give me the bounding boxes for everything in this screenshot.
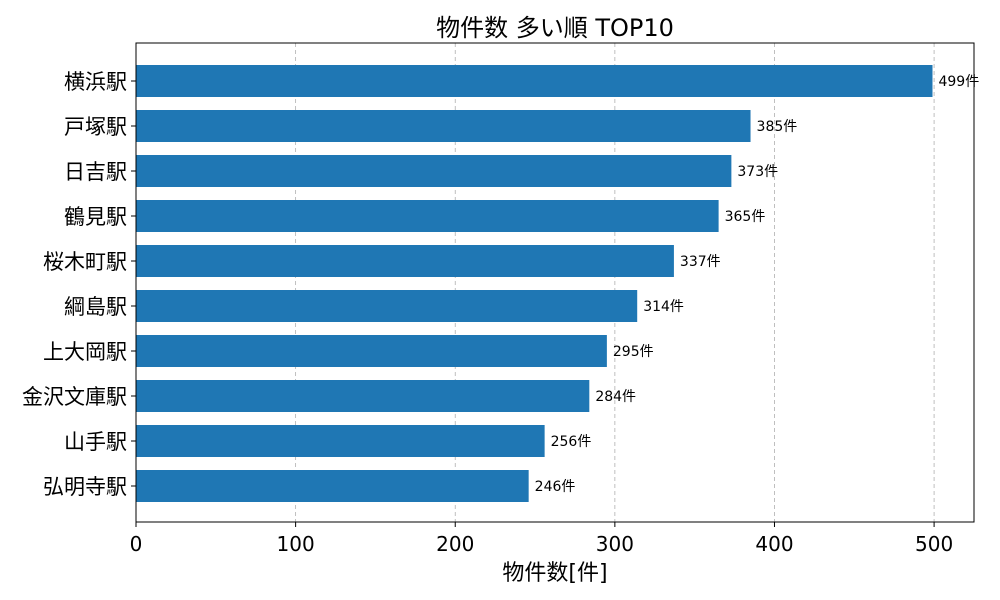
x-tick-label: 200: [436, 532, 474, 556]
x-axis-label: 物件数[件]: [502, 561, 608, 586]
y-tick-label: 日吉駅: [64, 160, 127, 184]
bar: [136, 380, 590, 412]
bar: [136, 110, 751, 142]
bar: [136, 470, 529, 502]
bar-value-label: 284件: [595, 389, 636, 405]
bar-value-label: 337件: [680, 254, 721, 270]
bar: [136, 65, 933, 97]
bars: [136, 65, 933, 502]
y-tick-label: 戸塚駅: [64, 115, 127, 139]
x-tick-labels: 0 100 200 300 400 500: [130, 522, 953, 556]
bar: [136, 200, 719, 232]
y-tick-label: 金沢文庫駅: [22, 385, 127, 409]
chart-title: 物件数 多い順 TOP10: [436, 14, 674, 42]
x-tick-label: 400: [755, 532, 793, 556]
plot-frame: [135, 42, 975, 523]
x-tick-label: 100: [277, 532, 315, 556]
x-tick-label: 300: [596, 532, 634, 556]
y-tick-label: 上大岡駅: [43, 340, 127, 364]
y-tick-label: 山手駅: [64, 430, 127, 454]
y-tick-label: 弘明寺駅: [43, 475, 127, 499]
bar-value-label: 256件: [551, 434, 592, 450]
bar-value-label: 499件: [938, 74, 979, 90]
x-tick-label: 0: [130, 532, 143, 556]
bar: [136, 335, 607, 367]
bar: [136, 425, 545, 457]
y-tick-label: 横浜駅: [64, 70, 127, 94]
y-tick-label: 綱島駅: [64, 295, 127, 319]
bar-value-label: 385件: [757, 119, 798, 135]
x-tick-label: 500: [915, 532, 953, 556]
value-labels: 499件 385件 373件 365件 337件 314件 295件 284件 256件 246件: [535, 74, 980, 495]
bar-value-label: 295件: [613, 344, 654, 360]
bar-value-label: 365件: [725, 209, 766, 225]
bar: [136, 155, 732, 187]
y-tick-label: 鶴見駅: [64, 205, 127, 229]
y-tick-label: 桜木町駅: [43, 250, 127, 274]
bar-value-label: 314件: [643, 299, 684, 315]
bar: [136, 290, 638, 322]
bar: [136, 245, 674, 277]
bar-value-label: 373件: [737, 164, 778, 180]
bar-value-label: 246件: [535, 479, 576, 495]
